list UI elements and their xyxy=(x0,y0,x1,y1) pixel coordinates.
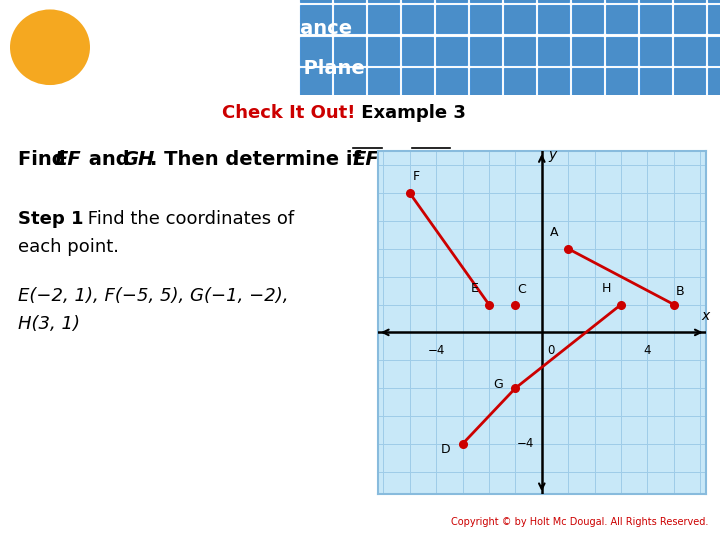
Bar xyxy=(504,37,535,65)
Bar xyxy=(538,5,569,33)
Bar xyxy=(334,0,365,2)
Text: A: A xyxy=(549,226,558,239)
Text: Holt McDougal Geometry: Holt McDougal Geometry xyxy=(12,516,187,529)
Text: 0: 0 xyxy=(547,343,554,356)
Bar xyxy=(300,69,331,96)
Bar xyxy=(300,0,331,2)
Bar xyxy=(436,37,467,65)
Bar xyxy=(334,69,365,96)
Bar xyxy=(368,37,399,65)
Ellipse shape xyxy=(10,10,90,85)
Bar xyxy=(572,37,603,65)
Text: B: B xyxy=(676,285,685,298)
Text: E(−2, 1), F(−5, 5), G(−1, −2),: E(−2, 1), F(−5, 5), G(−1, −2), xyxy=(18,287,289,305)
Bar xyxy=(402,5,433,33)
Bar xyxy=(708,0,720,2)
Text: C: C xyxy=(518,283,526,296)
Text: D: D xyxy=(441,443,450,456)
Bar xyxy=(674,5,705,33)
Text: Find the coordinates of: Find the coordinates of xyxy=(82,210,294,228)
Bar xyxy=(674,69,705,96)
Text: GH: GH xyxy=(122,150,154,170)
Text: .: . xyxy=(448,150,455,170)
Text: each point.: each point. xyxy=(18,238,119,256)
Bar xyxy=(708,69,720,96)
Bar xyxy=(572,5,603,33)
Bar xyxy=(470,69,501,96)
Bar xyxy=(470,5,501,33)
Bar xyxy=(538,0,569,2)
Bar xyxy=(504,69,535,96)
Text: GH: GH xyxy=(412,150,444,170)
Bar xyxy=(300,5,331,33)
Bar xyxy=(402,0,433,2)
Text: F: F xyxy=(413,170,420,183)
Bar xyxy=(504,5,535,33)
Bar xyxy=(436,5,467,33)
Bar xyxy=(368,0,399,2)
Text: in the Coordinate Plane: in the Coordinate Plane xyxy=(105,58,365,78)
Bar xyxy=(606,69,637,96)
Bar xyxy=(606,0,637,2)
Text: Find: Find xyxy=(18,150,73,170)
Text: Example 3: Example 3 xyxy=(355,104,466,123)
Text: ≅: ≅ xyxy=(385,150,415,170)
Bar xyxy=(300,37,331,65)
Text: and: and xyxy=(82,150,136,170)
Bar xyxy=(674,0,705,2)
Bar xyxy=(606,5,637,33)
Bar xyxy=(470,0,501,2)
Text: H: H xyxy=(602,282,611,295)
Text: −4: −4 xyxy=(428,343,445,356)
Bar xyxy=(640,69,671,96)
Text: Check It Out!: Check It Out! xyxy=(222,104,355,123)
Bar xyxy=(538,69,569,96)
Text: H(3, 1): H(3, 1) xyxy=(18,315,80,333)
Text: EF: EF xyxy=(55,150,82,170)
Bar xyxy=(538,37,569,65)
Text: x: x xyxy=(701,309,710,323)
Bar xyxy=(402,69,433,96)
Text: Step 1: Step 1 xyxy=(18,210,84,228)
Bar xyxy=(436,69,467,96)
Bar xyxy=(470,37,501,65)
Text: G: G xyxy=(493,378,503,391)
Bar xyxy=(402,37,433,65)
Text: 4: 4 xyxy=(644,343,651,356)
Bar xyxy=(708,37,720,65)
Bar xyxy=(640,5,671,33)
Bar xyxy=(606,37,637,65)
Text: Midpoint and Distance: Midpoint and Distance xyxy=(105,19,352,38)
Bar xyxy=(674,37,705,65)
Bar xyxy=(436,0,467,2)
Bar xyxy=(708,5,720,33)
Bar xyxy=(334,5,365,33)
Text: y: y xyxy=(549,148,557,163)
Text: −4: −4 xyxy=(516,437,534,450)
Text: Copyright © by Holt Mc Dougal. All Rights Reserved.: Copyright © by Holt Mc Dougal. All Right… xyxy=(451,517,708,528)
Bar xyxy=(572,69,603,96)
Text: EF: EF xyxy=(353,150,379,170)
Bar xyxy=(504,0,535,2)
Bar xyxy=(640,37,671,65)
Text: E: E xyxy=(470,282,478,295)
Bar xyxy=(640,0,671,2)
Text: . Then determine if: . Then determine if xyxy=(150,150,368,170)
Bar xyxy=(334,37,365,65)
Bar xyxy=(572,0,603,2)
Bar xyxy=(368,5,399,33)
Bar xyxy=(368,69,399,96)
